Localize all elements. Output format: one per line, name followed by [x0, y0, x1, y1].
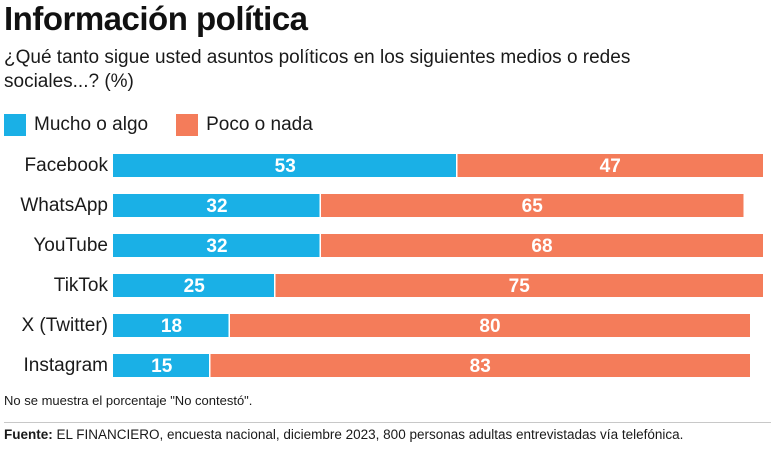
- source-line: Fuente: EL FINANCIERO, encuesta nacional…: [4, 427, 683, 442]
- bar-tiktok-poco-o-nada: [275, 274, 763, 297]
- data-label-instagram-mucho-o-algo: 15: [151, 356, 173, 377]
- bar-youtube-mucho-o-algo: [113, 234, 320, 257]
- divider: [4, 422, 771, 423]
- bar-tiktok-mucho-o-algo: [113, 274, 274, 297]
- bar-whatsapp-poco-o-nada: [321, 194, 744, 217]
- bar-youtube-poco-o-nada: [321, 234, 763, 257]
- bar-facebook-mucho-o-algo: [113, 154, 456, 177]
- legend-item-poco-o-nada: Poco o nada: [176, 114, 313, 136]
- chart-subtitle: ¿Qué tanto sigue usted asuntos políticos…: [4, 47, 631, 92]
- category-label-whatsapp: WhatsApp: [20, 195, 108, 216]
- data-label-whatsapp-poco-o-nada: 65: [522, 196, 544, 217]
- category-label-youtube: YouTube: [33, 235, 108, 256]
- category-label-x-twitter: X (Twitter): [21, 315, 108, 336]
- legend-swatch-poco-o-nada: [176, 114, 199, 136]
- data-label-tiktok-poco-o-nada: 75: [509, 276, 531, 297]
- category-label-tiktok: TikTok: [54, 275, 109, 296]
- category-label-instagram: Instagram: [24, 355, 108, 376]
- data-label-instagram-poco-o-nada: 83: [470, 356, 491, 377]
- legend-swatch-mucho-o-algo: [4, 114, 26, 136]
- source-text: EL FINANCIERO, encuesta nacional, diciem…: [56, 427, 684, 442]
- legend-label-mucho-o-algo: Mucho o algo: [34, 114, 149, 135]
- legend-item-mucho-o-algo: Mucho o algo: [4, 114, 148, 136]
- chart-title: Información política: [4, 0, 308, 37]
- bar-facebook-poco-o-nada: [457, 154, 763, 177]
- bar-x-twitter-mucho-o-algo: [113, 314, 229, 337]
- source-label: Fuente:: [4, 427, 53, 442]
- data-label-facebook-mucho-o-algo: 53: [275, 156, 296, 177]
- data-label-x-twitter-poco-o-nada: 80: [479, 316, 500, 337]
- bar-whatsapp-mucho-o-algo: [113, 194, 320, 217]
- legend: Mucho o algo Poco o nada: [4, 113, 341, 137]
- data-label-youtube-poco-o-nada: 68: [531, 236, 552, 257]
- footnote: No se muestra el porcentaje "No contestó…: [4, 393, 253, 408]
- data-label-x-twitter-mucho-o-algo: 18: [161, 316, 182, 337]
- bar-instagram-poco-o-nada: [210, 354, 750, 377]
- legend-label-poco-o-nada: Poco o nada: [206, 114, 313, 135]
- data-label-facebook-poco-o-nada: 47: [600, 156, 621, 177]
- category-label-facebook: Facebook: [25, 155, 109, 176]
- data-label-tiktok-mucho-o-algo: 25: [184, 276, 206, 297]
- bar-x-twitter-poco-o-nada: [230, 314, 750, 337]
- stacked-bar-chart: Facebook 53 47 WhatsApp 32 65 YouTube 32 68 TikTo…: [20, 154, 763, 377]
- bar-instagram-mucho-o-algo: [113, 354, 209, 377]
- data-label-youtube-mucho-o-algo: 32: [206, 236, 227, 257]
- data-label-whatsapp-mucho-o-algo: 32: [206, 196, 227, 217]
